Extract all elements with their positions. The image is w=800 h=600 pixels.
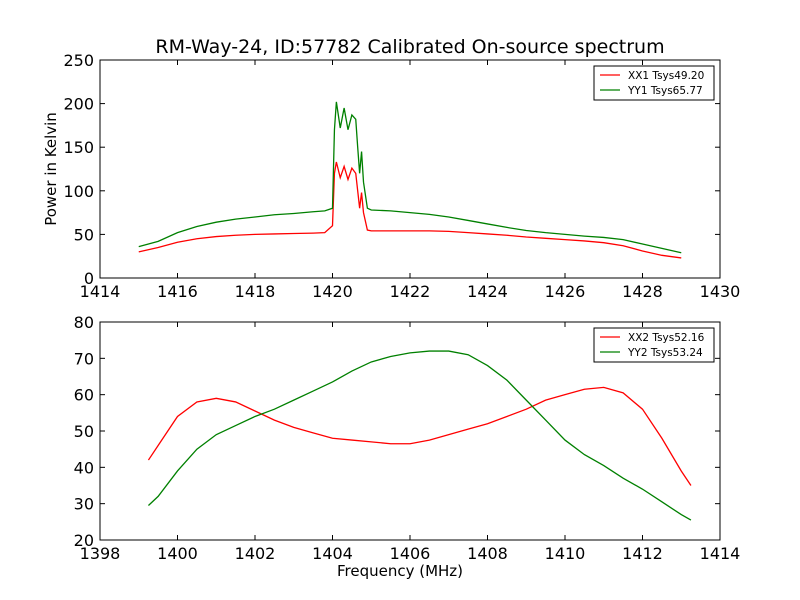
y-tick-label: 250	[63, 51, 94, 70]
legend-box	[593, 65, 715, 101]
y-tick-label: 150	[63, 138, 94, 157]
y-tick-label: 30	[74, 495, 94, 514]
x-tick-label: 1426	[545, 282, 586, 301]
y-tick-label: 40	[74, 458, 94, 477]
legend: XX1 Tsys49.20 YY1 Tsys65.77	[593, 65, 715, 101]
x-tick-label: 1402	[235, 544, 276, 563]
y-tick-label: 100	[63, 182, 94, 201]
legend-entry: XX2 Tsys52.16	[628, 332, 705, 344]
y-tick-label: 20	[74, 531, 94, 550]
x-tick-label: 1418	[235, 282, 276, 301]
y-tick-label: 70	[74, 349, 94, 368]
x-tick-label: 1406	[390, 544, 431, 563]
legend-entry: YY1 Tsys65.77	[627, 85, 703, 97]
series-line-xx-plot-2	[147, 386, 692, 486]
x-tick-label: 1430	[700, 282, 741, 301]
y-tick-label: 80	[74, 313, 94, 332]
legend-box	[593, 327, 715, 363]
series-line-xx-plot-1	[138, 161, 682, 259]
x-tick-label: 1400	[157, 544, 198, 563]
x-tick-label: 1424	[467, 282, 508, 301]
legend: XX2 Tsys52.16 YY2 Tsys53.24	[593, 327, 715, 363]
x-tick-label: 1408	[467, 544, 508, 563]
x-tick-label: 1412	[622, 544, 663, 563]
x-axis-label: Frequency (MHz)	[337, 562, 463, 580]
top-plot: 1414 1416 1418 1420 1422 1424 1426 1428 1430 0 50 1…	[42, 51, 740, 301]
x-tick-label: 1416	[157, 282, 198, 301]
x-tick-label: 1414	[80, 282, 121, 301]
y-axis-label: Power in Kelvin	[42, 112, 60, 226]
x-tick-label: 1428	[622, 282, 663, 301]
chart-title: RM-Way-24, ID:57782 Calibrated On-source…	[155, 36, 664, 58]
x-tick-label: 1410	[545, 544, 586, 563]
x-tick-label: 1404	[312, 544, 353, 563]
y-tick-label: 60	[74, 386, 94, 405]
y-tick-label: 0	[84, 269, 94, 288]
y-tick-label: 50	[74, 225, 94, 244]
x-tick-label: 1420	[312, 282, 353, 301]
series-line-yy-plot-1	[138, 101, 682, 254]
series-line-yy-plot-2	[147, 350, 692, 521]
bottom-plot: 1398 1400 1402 1404 1406 1408 1410 1412 1414 20 30…	[74, 313, 741, 580]
x-tick-label: 1422	[390, 282, 431, 301]
x-tick-label: 1414	[700, 544, 741, 563]
y-tick-label: 50	[74, 422, 94, 441]
x-tick-label: 1398	[80, 544, 121, 563]
y-tick-label: 200	[63, 95, 94, 114]
legend-entry: XX1 Tsys49.20	[628, 70, 704, 82]
legend-entry: YY2 Tsys53.24	[627, 347, 703, 359]
